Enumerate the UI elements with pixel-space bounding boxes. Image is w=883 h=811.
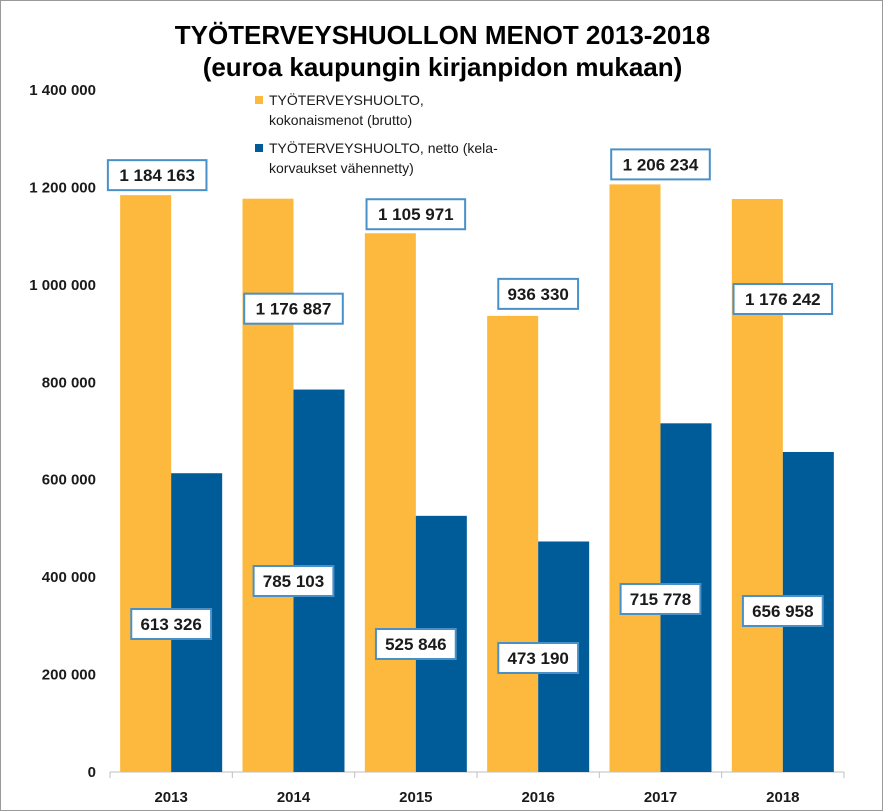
x-tick-label: 2018 [766, 789, 799, 806]
y-tick-label: 800 000 [42, 374, 96, 391]
y-tick-label: 400 000 [42, 569, 96, 586]
data-label-netto-box [497, 642, 580, 674]
legend-swatch [255, 144, 263, 152]
y-tick-label: 200 000 [42, 667, 96, 684]
y-tick-label: 1 400 000 [29, 82, 96, 99]
data-label-netto-box [252, 565, 335, 597]
y-tick-label: 600 000 [42, 472, 96, 489]
data-label-brutto-box [365, 198, 467, 231]
data-label-brutto: 1 206 234 [623, 155, 699, 174]
x-tick-label: 2015 [399, 789, 432, 806]
chart-title-line-2: (euroa kaupungin kirjanpidon mukaan) [202, 52, 683, 82]
bar-brutto [242, 198, 294, 773]
chart-title: TYÖTERVEYSHUOLLON MENOT 2013-2018 (euroa… [1, 19, 882, 83]
x-tick-label: 2013 [154, 789, 187, 806]
data-label-netto: 715 778 [630, 590, 691, 609]
data-label-brutto-box [106, 159, 208, 192]
data-label-brutto-box [732, 283, 834, 316]
data-label-netto: 785 103 [263, 572, 324, 591]
x-tick-label: 2014 [277, 789, 311, 806]
data-label-brutto-box [497, 277, 580, 310]
y-tick-label: 1 000 000 [29, 277, 96, 294]
bar-brutto [487, 315, 539, 772]
legend-label: TYÖTERVEYSHUOLTO, netto (kela- [269, 139, 498, 156]
legend-label: TYÖTERVEYSHUOLTO, [269, 91, 424, 108]
data-label-netto-box [741, 595, 824, 627]
data-label-brutto: 1 184 163 [119, 166, 195, 185]
data-label-netto-box [130, 608, 213, 640]
data-label-netto: 613 326 [140, 615, 201, 634]
bar-brutto [120, 195, 172, 773]
data-label-brutto-box [243, 292, 344, 325]
chart-title-line-1: TYÖTERVEYSHUOLLON MENOT 2013-2018 [174, 20, 711, 50]
x-tick-label: 2017 [644, 789, 677, 806]
y-tick-label: 1 200 000 [29, 179, 96, 196]
legend-label: kokonaismenot (brutto) [269, 112, 412, 128]
bar-brutto [364, 233, 416, 772]
data-label-netto: 656 958 [752, 602, 813, 621]
data-label-brutto-box [610, 148, 711, 181]
bar-brutto [609, 184, 661, 772]
data-label-brutto: 1 176 242 [745, 290, 821, 309]
data-label-netto-box [619, 583, 702, 615]
data-label-netto-box [374, 628, 457, 660]
y-tick-label: 0 [88, 764, 96, 781]
legend-label: korvaukset vähennetty) [269, 160, 414, 176]
data-label-netto: 525 846 [385, 635, 446, 654]
data-label-brutto: 1 176 887 [256, 300, 332, 319]
data-label-brutto: 936 330 [507, 285, 568, 304]
data-label-brutto: 1 105 971 [378, 205, 454, 224]
x-tick-label: 2016 [521, 789, 554, 806]
legend-swatch [255, 96, 263, 104]
data-label-netto: 473 190 [507, 649, 568, 668]
